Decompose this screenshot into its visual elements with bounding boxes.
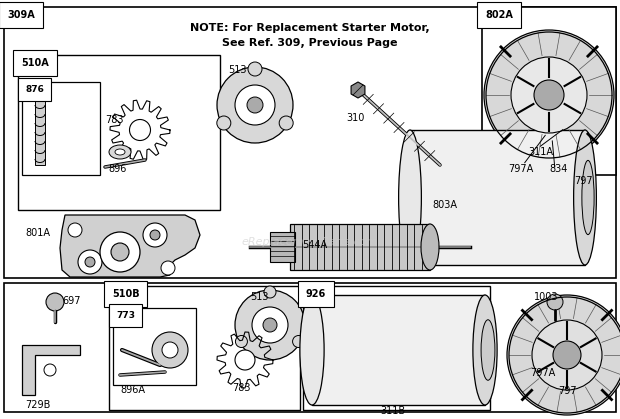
Text: 876: 876 (25, 85, 44, 94)
Circle shape (152, 332, 188, 368)
Circle shape (100, 232, 140, 272)
Circle shape (247, 97, 263, 113)
Bar (290, 224, 430, 270)
Circle shape (85, 257, 95, 267)
Circle shape (507, 295, 620, 415)
Text: 801A: 801A (25, 228, 50, 238)
Bar (303, 286, 490, 410)
Bar (312, 295, 485, 405)
Bar (410, 225, 428, 258)
Text: 513: 513 (228, 65, 247, 75)
Ellipse shape (481, 320, 495, 380)
Bar (410, 130, 585, 265)
Bar (18, 55, 220, 210)
Ellipse shape (399, 130, 422, 265)
Circle shape (263, 318, 277, 332)
Bar (113, 308, 196, 385)
Text: 797: 797 (574, 176, 593, 186)
Text: 510B: 510B (112, 289, 140, 299)
Text: 802A: 802A (485, 10, 513, 20)
Circle shape (511, 57, 587, 133)
Circle shape (150, 230, 160, 240)
Ellipse shape (109, 145, 131, 159)
Text: 1003: 1003 (534, 292, 559, 302)
Circle shape (161, 261, 175, 275)
Circle shape (162, 342, 178, 358)
Ellipse shape (574, 130, 596, 265)
Circle shape (217, 67, 293, 143)
Ellipse shape (115, 149, 125, 155)
Text: 510A: 510A (21, 58, 49, 68)
Polygon shape (60, 215, 200, 277)
Polygon shape (351, 82, 365, 98)
Text: 544A: 544A (302, 240, 327, 250)
Bar (4, 283, 616, 412)
Ellipse shape (473, 295, 497, 405)
Circle shape (248, 62, 262, 76)
Bar (270, 232, 295, 262)
Text: NOTE: For Replacement Starter Motor,: NOTE: For Replacement Starter Motor, (190, 23, 430, 33)
Circle shape (532, 320, 602, 390)
Text: eReplacementParts.com: eReplacementParts.com (242, 237, 378, 247)
Circle shape (68, 223, 82, 237)
Text: 729B: 729B (25, 400, 50, 410)
Text: 803A: 803A (432, 200, 457, 210)
Ellipse shape (421, 224, 439, 270)
Text: 797A: 797A (530, 368, 556, 378)
Bar (482, 7, 616, 175)
Circle shape (534, 80, 564, 110)
Bar (35, 100, 45, 165)
Text: 311B: 311B (380, 406, 405, 416)
Circle shape (484, 30, 614, 160)
Text: 783: 783 (232, 383, 250, 393)
Bar (109, 286, 300, 410)
Circle shape (235, 290, 305, 360)
Text: 797: 797 (558, 386, 577, 396)
Circle shape (264, 286, 276, 298)
Circle shape (217, 116, 231, 130)
Circle shape (130, 119, 151, 140)
Text: 797A: 797A (508, 164, 533, 174)
Text: 783: 783 (105, 115, 123, 125)
Circle shape (46, 293, 64, 311)
Circle shape (143, 223, 167, 247)
Text: 309A: 309A (7, 10, 35, 20)
Text: 310: 310 (346, 113, 365, 123)
Circle shape (293, 336, 304, 347)
Ellipse shape (582, 160, 594, 235)
Text: 926: 926 (306, 289, 326, 299)
Circle shape (44, 364, 56, 376)
Bar (22, 82, 100, 175)
Text: 513: 513 (250, 292, 268, 302)
Circle shape (78, 250, 102, 274)
Text: 896A: 896A (120, 385, 145, 395)
Circle shape (111, 243, 129, 261)
Text: 773: 773 (116, 311, 135, 320)
Text: 834: 834 (549, 164, 567, 174)
Circle shape (553, 341, 581, 369)
Circle shape (547, 294, 563, 310)
Circle shape (279, 116, 293, 130)
Polygon shape (22, 345, 80, 395)
Bar (4, 7, 616, 278)
Circle shape (235, 85, 275, 125)
Text: See Ref. 309, Previous Page: See Ref. 309, Previous Page (222, 38, 398, 48)
Text: 697: 697 (62, 296, 81, 306)
Ellipse shape (300, 295, 324, 405)
Circle shape (236, 336, 247, 347)
Circle shape (252, 307, 288, 343)
Text: 311A: 311A (528, 147, 553, 157)
Circle shape (235, 350, 255, 370)
Text: 896: 896 (108, 164, 126, 174)
